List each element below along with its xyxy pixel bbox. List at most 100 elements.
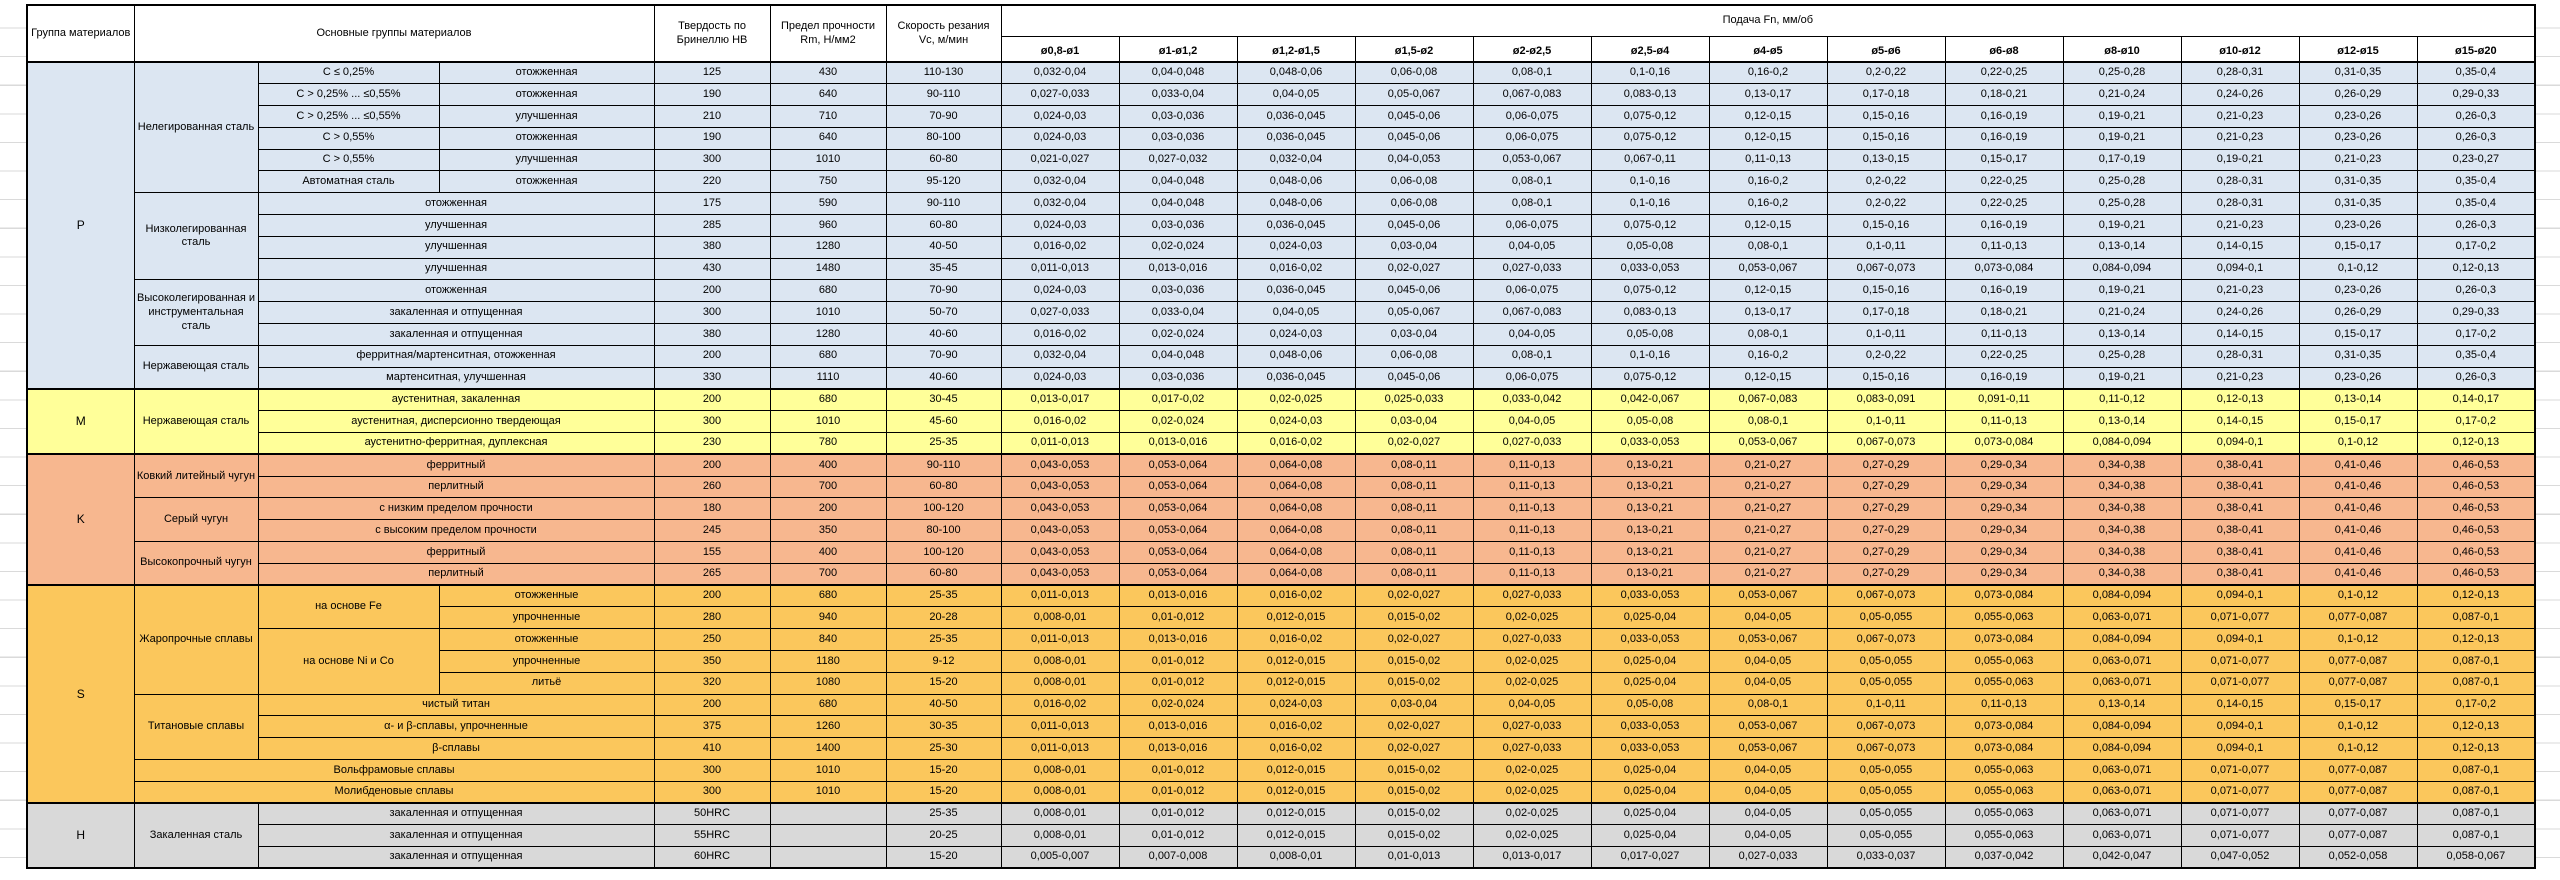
feed-cell[interactable]: 0,17-0,19 — [2062, 148, 2182, 172]
material-spec-cell[interactable]: аустенитно-ферритная, дуплексная — [257, 432, 655, 455]
feed-cell[interactable]: 0,38-0,41 — [2180, 562, 2300, 586]
feed-cell[interactable]: 0,15-0,17 — [2298, 323, 2418, 346]
feed-cell[interactable]: 0,18-0,21 — [1944, 83, 2064, 107]
feed-cell[interactable]: 0,075-0,12 — [1590, 366, 1710, 390]
hardness-cell[interactable]: 430 — [653, 257, 771, 281]
feed-cell[interactable]: 0,1-0,16 — [1590, 170, 1710, 194]
feed-cell[interactable]: 0,25-0,28 — [2062, 61, 2182, 85]
feed-cell[interactable]: 0,41-0,46 — [2298, 497, 2418, 521]
material-cell[interactable]: Жаропрочные сплавы — [133, 584, 259, 695]
feed-cell[interactable]: 0,033-0,04 — [1118, 83, 1238, 107]
feed-cell[interactable]: 0,055-0,063 — [1944, 671, 2064, 695]
strength-cell[interactable]: 1010 — [769, 148, 887, 172]
cutting-speed-cell[interactable]: 110-130 — [885, 61, 1002, 85]
feed-cell[interactable]: 0,055-0,063 — [1944, 606, 2064, 630]
feed-cell[interactable]: 0,06-0,075 — [1472, 126, 1592, 150]
feed-cell[interactable]: 0,16-0,2 — [1708, 61, 1828, 85]
feed-cell[interactable]: 0,15-0,16 — [1826, 366, 1946, 390]
feed-cell[interactable]: 0,012-0,015 — [1236, 759, 1356, 782]
feed-cell[interactable]: 0,14-0,15 — [2180, 235, 2300, 259]
feed-cell[interactable]: 0,033-0,037 — [1826, 846, 1946, 869]
header-diameter-13[interactable]: ø15-ø20 — [2416, 35, 2536, 63]
feed-cell[interactable]: 0,26-0,29 — [2298, 83, 2418, 107]
material-spec-cell[interactable]: закаленная и отпущенная — [257, 802, 655, 826]
feed-cell[interactable]: 0,025-0,04 — [1590, 780, 1710, 804]
strength-cell[interactable] — [769, 846, 887, 869]
material-spec-cell[interactable]: мартенситная, улучшенная — [257, 366, 655, 390]
feed-cell[interactable]: 0,012-0,015 — [1236, 606, 1356, 630]
feed-cell[interactable]: 0,06-0,075 — [1472, 279, 1592, 303]
feed-cell[interactable]: 0,042-0,047 — [2062, 846, 2182, 869]
feed-cell[interactable]: 0,012-0,015 — [1236, 802, 1356, 826]
feed-cell[interactable]: 0,12-0,13 — [2180, 387, 2300, 412]
material-spec-cell[interactable]: улучшенная — [257, 235, 655, 259]
feed-cell[interactable]: 0,033-0,053 — [1590, 628, 1710, 652]
feed-cell[interactable]: 0,35-0,4 — [2416, 170, 2536, 194]
feed-cell[interactable]: 0,071-0,077 — [2180, 671, 2300, 695]
feed-cell[interactable]: 0,033-0,042 — [1472, 387, 1592, 412]
feed-cell[interactable]: 0,033-0,053 — [1590, 715, 1710, 739]
feed-cell[interactable]: 0,11-0,13 — [1472, 541, 1592, 564]
feed-cell[interactable]: 0,047-0,052 — [2180, 846, 2300, 869]
feed-cell[interactable]: 0,015-0,02 — [1354, 759, 1474, 782]
feed-cell[interactable]: 0,12-0,13 — [2416, 257, 2536, 281]
material-cell[interactable]: Ковкий литейный чугун — [133, 453, 259, 499]
feed-cell[interactable]: 0,03-0,036 — [1118, 126, 1238, 150]
hardness-cell[interactable]: 50HRC — [653, 802, 771, 826]
feed-cell[interactable]: 0,04-0,048 — [1118, 192, 1238, 216]
feed-cell[interactable]: 0,063-0,071 — [2062, 671, 2182, 695]
feed-cell[interactable]: 0,04-0,05 — [1472, 410, 1592, 434]
feed-cell[interactable]: 0,28-0,31 — [2180, 170, 2300, 194]
group-letter-cell[interactable]: M — [26, 387, 135, 455]
strength-cell[interactable]: 1110 — [769, 366, 887, 390]
feed-cell[interactable]: 0,012-0,015 — [1236, 650, 1356, 673]
feed-cell[interactable]: 0,05-0,055 — [1826, 606, 1946, 630]
feed-cell[interactable]: 0,012-0,015 — [1236, 671, 1356, 695]
material-spec-cell[interactable]: ферритный — [257, 453, 655, 477]
feed-cell[interactable]: 0,043-0,053 — [1000, 562, 1120, 586]
header-diameter-11[interactable]: ø10-ø12 — [2180, 35, 2300, 63]
feed-cell[interactable]: 0,064-0,08 — [1236, 562, 1356, 586]
hardness-cell[interactable]: 300 — [653, 301, 771, 325]
feed-cell[interactable]: 0,12-0,13 — [2416, 737, 2536, 760]
material-spec-cell[interactable]: закаленная и отпущенная — [257, 301, 655, 325]
feed-cell[interactable]: 0,04-0,05 — [1236, 301, 1356, 325]
feed-cell[interactable]: 0,053-0,067 — [1708, 257, 1828, 281]
strength-cell[interactable]: 750 — [769, 170, 887, 194]
feed-cell[interactable]: 0,015-0,02 — [1354, 671, 1474, 695]
feed-cell[interactable]: 0,15-0,17 — [2298, 235, 2418, 259]
feed-cell[interactable]: 0,02-0,027 — [1354, 584, 1474, 608]
feed-cell[interactable]: 0,05-0,08 — [1590, 410, 1710, 434]
material-state-cell[interactable]: улучшенная — [438, 105, 655, 128]
strength-cell[interactable]: 640 — [769, 83, 887, 107]
feed-cell[interactable]: 0,071-0,077 — [2180, 650, 2300, 673]
feed-cell[interactable]: 0,025-0,04 — [1590, 824, 1710, 848]
feed-cell[interactable]: 0,02-0,025 — [1472, 780, 1592, 804]
feed-cell[interactable]: 0,024-0,03 — [1236, 410, 1356, 434]
feed-cell[interactable]: 0,38-0,41 — [2180, 475, 2300, 499]
feed-cell[interactable]: 0,011-0,013 — [1000, 715, 1120, 739]
material-spec-cell[interactable]: α- и β-сплавы, упрочненные — [257, 715, 655, 739]
feed-cell[interactable]: 0,12-0,13 — [2416, 715, 2536, 739]
cutting-speed-cell[interactable]: 60-80 — [885, 475, 1002, 499]
feed-cell[interactable]: 0,24-0,26 — [2180, 301, 2300, 325]
feed-cell[interactable]: 0,1-0,11 — [1826, 323, 1946, 346]
feed-cell[interactable]: 0,036-0,045 — [1236, 366, 1356, 390]
feed-cell[interactable]: 0,34-0,38 — [2062, 497, 2182, 521]
hardness-cell[interactable]: 300 — [653, 780, 771, 804]
feed-cell[interactable]: 0,027-0,033 — [1472, 432, 1592, 455]
material-cell[interactable]: Вольфрамовые сплавы — [133, 759, 655, 782]
feed-cell[interactable]: 0,083-0,13 — [1590, 83, 1710, 107]
header-diameter-9[interactable]: ø6-ø8 — [1944, 35, 2064, 63]
feed-cell[interactable]: 0,036-0,045 — [1236, 126, 1356, 150]
feed-cell[interactable]: 0,29-0,34 — [1944, 453, 2064, 477]
feed-cell[interactable]: 0,03-0,04 — [1354, 235, 1474, 259]
header-diameter-2[interactable]: ø1-ø1,2 — [1118, 35, 1238, 63]
feed-cell[interactable]: 0,04-0,05 — [1236, 83, 1356, 107]
feed-cell[interactable]: 0,13-0,21 — [1590, 497, 1710, 521]
feed-cell[interactable]: 0,41-0,46 — [2298, 562, 2418, 586]
cutting-speed-cell[interactable]: 100-120 — [885, 541, 1002, 564]
hardness-cell[interactable]: 280 — [653, 606, 771, 630]
feed-cell[interactable]: 0,23-0,26 — [2298, 126, 2418, 150]
feed-cell[interactable]: 0,46-0,53 — [2416, 453, 2536, 477]
